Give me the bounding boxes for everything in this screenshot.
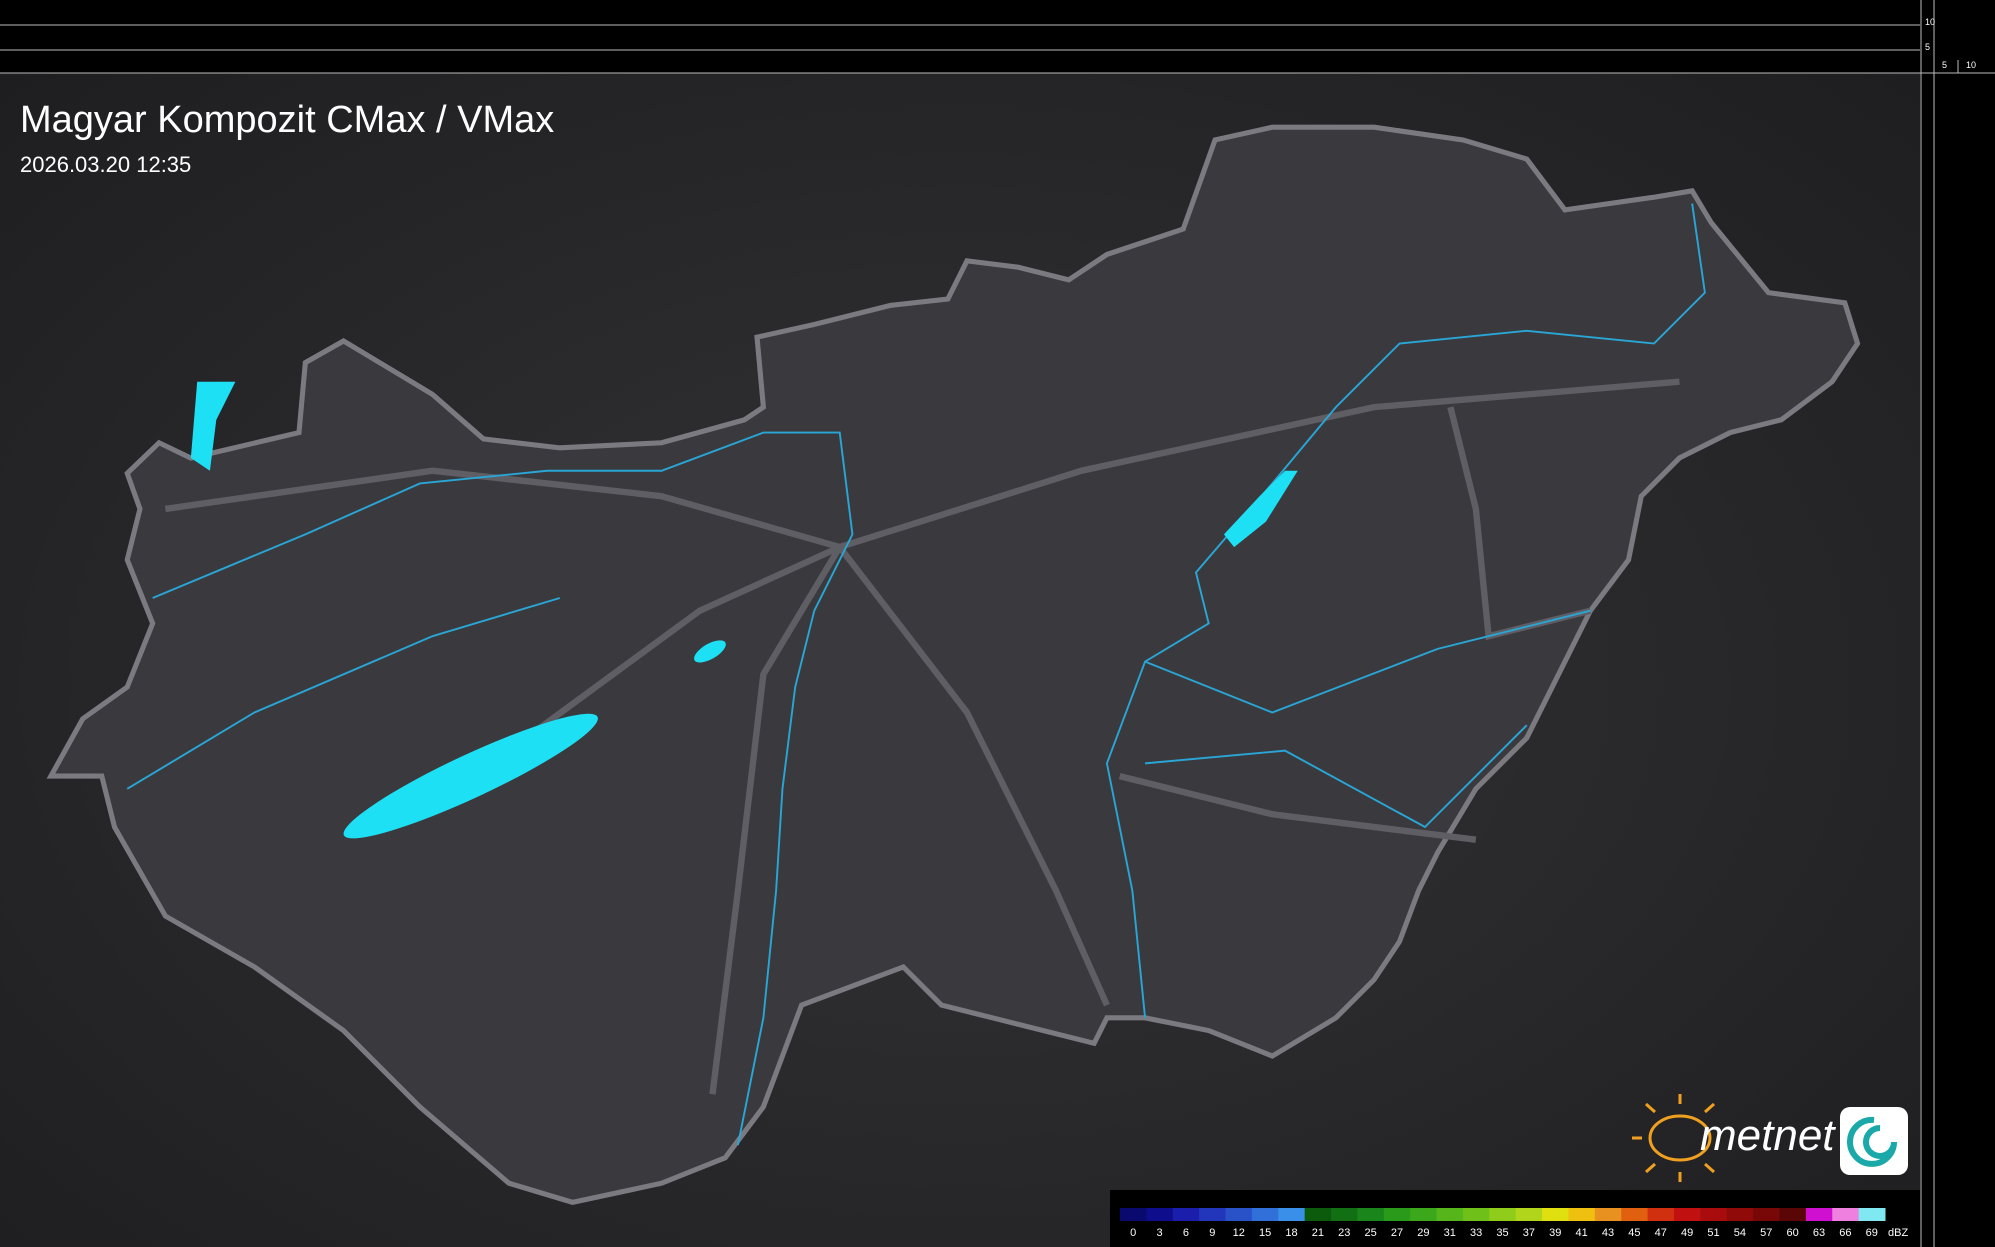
legend-swatch: [1278, 1208, 1306, 1221]
map-title: Magyar Kompozit CMax / VMax: [20, 99, 554, 141]
legend-swatch: [1805, 1208, 1833, 1221]
legend-label: 29: [1417, 1227, 1429, 1239]
legend-label: 3: [1157, 1227, 1163, 1239]
legend-swatch: [1647, 1208, 1675, 1221]
legend-swatch: [1462, 1208, 1490, 1221]
timestamp: 2026.03.20 12:35: [20, 152, 191, 177]
legend-label: 45: [1628, 1227, 1640, 1239]
legend-swatch: [1594, 1208, 1622, 1221]
legend-label: 35: [1496, 1227, 1508, 1239]
legend-label: 54: [1734, 1227, 1746, 1239]
legend-swatch: [1251, 1208, 1279, 1221]
legend-label: 49: [1681, 1227, 1693, 1239]
legend-swatch: [1199, 1208, 1227, 1221]
legend-label: 31: [1444, 1227, 1456, 1239]
legend-swatch: [1542, 1208, 1569, 1221]
legend-swatch: [1858, 1208, 1886, 1221]
legend-label: 0: [1130, 1227, 1136, 1239]
legend-label: 66: [1839, 1227, 1851, 1239]
legend-swatch: [1410, 1208, 1438, 1221]
legend-label: 57: [1760, 1227, 1772, 1239]
legend-swatch: [1225, 1208, 1253, 1221]
legend-label: 41: [1576, 1227, 1588, 1239]
legend-label: 69: [1866, 1227, 1878, 1239]
lakes: [190, 381, 1298, 839]
legend-swatch: [1515, 1208, 1543, 1221]
logo-text: metnet: [1700, 1111, 1836, 1160]
legend-swatch: [1753, 1208, 1780, 1221]
legend-label: 60: [1787, 1227, 1799, 1239]
legend-swatch: [1779, 1208, 1807, 1221]
legend-label: 9: [1209, 1227, 1215, 1239]
logo: metnet: [1632, 1094, 1908, 1182]
legend-swatch: [1700, 1208, 1728, 1221]
roads: [164, 378, 1680, 1095]
legend-swatch: [1673, 1208, 1701, 1221]
legend-swatch: [1304, 1208, 1332, 1221]
legend-label: 43: [1602, 1227, 1614, 1239]
legend-swatch: [1172, 1208, 1200, 1221]
legend-swatch: [1832, 1208, 1860, 1221]
scale-label: 10: [1925, 17, 1935, 27]
legend-swatch: [1357, 1208, 1385, 1221]
legend: 0 3 6 9 12 15 18 21 23 25 27 29 31 33 35 37 39 41 43 45 47 49…: [1120, 1208, 1908, 1239]
legend-label: 12: [1233, 1227, 1245, 1239]
legend-label: 21: [1312, 1227, 1324, 1239]
legend-label: 23: [1338, 1227, 1350, 1239]
legend-label: 25: [1364, 1227, 1376, 1239]
legend-label: 15: [1259, 1227, 1271, 1239]
legend-label: 39: [1549, 1227, 1561, 1239]
legend-label: 6: [1183, 1227, 1189, 1239]
legend-swatch: [1383, 1208, 1411, 1221]
legend-swatch: [1146, 1208, 1174, 1221]
top-strip: [0, 0, 1920, 73]
legend-swatch: [1331, 1208, 1358, 1221]
legend-label: 27: [1391, 1227, 1403, 1239]
legend-swatch: [1621, 1208, 1649, 1221]
border: [46, 124, 1861, 1205]
legend-swatch: [1568, 1208, 1596, 1221]
legend-label: 47: [1655, 1227, 1667, 1239]
country: [46, 124, 1861, 1205]
legend-label: 51: [1707, 1227, 1719, 1239]
legend-label: 63: [1813, 1227, 1825, 1239]
legend-label: 33: [1470, 1227, 1482, 1239]
legend-label: 37: [1523, 1227, 1535, 1239]
legend-swatch: [1489, 1208, 1517, 1221]
legend-swatch: [1120, 1208, 1147, 1221]
legend-swatch: [1726, 1208, 1754, 1221]
scale-label: 5: [1925, 42, 1930, 52]
legend-unit: dBZ: [1888, 1227, 1908, 1239]
side-strip: [1920, 0, 1995, 1247]
scale-label: 5: [1942, 60, 1947, 70]
legend-label: 18: [1285, 1227, 1297, 1239]
scale-label: 10: [1966, 60, 1976, 70]
legend-swatch: [1436, 1208, 1464, 1221]
